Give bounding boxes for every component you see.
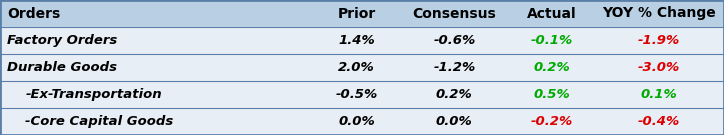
Bar <box>0 54 724 81</box>
Text: 0.5%: 0.5% <box>534 88 571 101</box>
Text: 2.0%: 2.0% <box>338 61 375 74</box>
Text: 0.1%: 0.1% <box>641 88 677 101</box>
Text: Actual: Actual <box>527 6 577 21</box>
Bar <box>0 0 724 27</box>
Text: -0.4%: -0.4% <box>638 115 680 128</box>
Text: Durable Goods: Durable Goods <box>7 61 117 74</box>
Text: -0.5%: -0.5% <box>335 88 378 101</box>
Bar <box>0 27 724 54</box>
Bar <box>0 108 724 135</box>
Text: -3.0%: -3.0% <box>638 61 680 74</box>
Text: 0.2%: 0.2% <box>436 88 473 101</box>
Text: 0.0%: 0.0% <box>338 115 375 128</box>
Text: YOY % Change: YOY % Change <box>602 6 716 21</box>
Text: 0.0%: 0.0% <box>436 115 473 128</box>
Text: -1.2%: -1.2% <box>433 61 476 74</box>
Text: -Core Capital Goods: -Core Capital Goods <box>25 115 174 128</box>
Text: Factory Orders: Factory Orders <box>7 34 117 47</box>
Text: -0.2%: -0.2% <box>531 115 573 128</box>
Text: -0.6%: -0.6% <box>433 34 476 47</box>
Bar <box>0 81 724 108</box>
Text: Prior: Prior <box>337 6 376 21</box>
Text: 0.2%: 0.2% <box>534 61 571 74</box>
Text: -0.1%: -0.1% <box>531 34 573 47</box>
Text: Consensus: Consensus <box>413 6 496 21</box>
Text: Orders: Orders <box>7 6 61 21</box>
Text: 1.4%: 1.4% <box>338 34 375 47</box>
Text: -Ex-Transportation: -Ex-Transportation <box>25 88 162 101</box>
Text: -1.9%: -1.9% <box>638 34 680 47</box>
